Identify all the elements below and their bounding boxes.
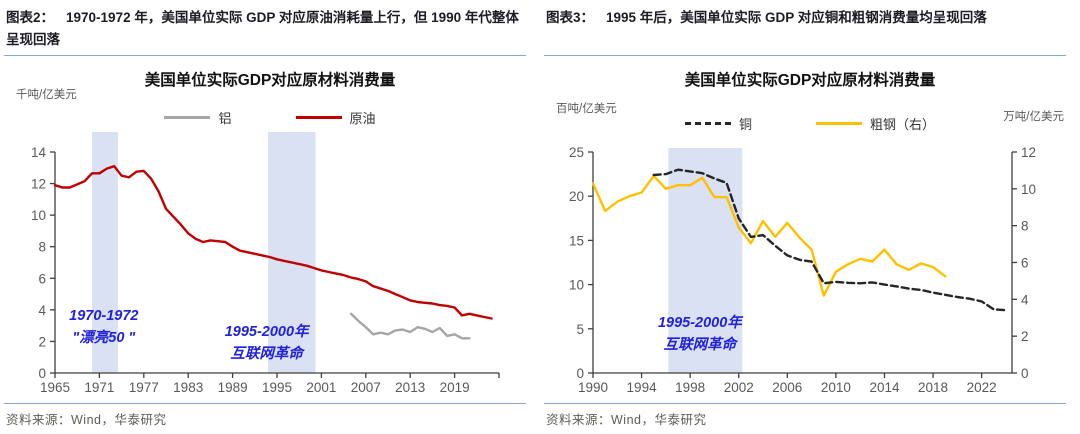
series-line-0 [349, 312, 471, 340]
x-tick-label: 1990 [578, 380, 608, 395]
legend-label: 粗钢（右） [870, 117, 936, 132]
x-tick-label: 1994 [627, 380, 658, 395]
x-tick-label: 2006 [772, 380, 802, 395]
x-tick-label: 2010 [821, 380, 851, 395]
annotation-1: 1995-2000年互联网革命 [225, 323, 311, 362]
source-divider [544, 403, 1066, 404]
legend-line-sample [164, 116, 211, 119]
y-tick-label: 5 [576, 322, 584, 337]
figure-panel-oil: 图表2： 1970-1972 年，美国单位实际 GDP 对应原油消耗量上行，但 1… [0, 7, 540, 427]
series-line-1 [53, 165, 493, 320]
y-tick-label: 4 [38, 303, 46, 318]
y-tick-label: 10 [31, 208, 46, 223]
y-tick-label: 15 [569, 233, 584, 248]
chart-title: 美国单位实际GDP对应原材料消费量 [144, 72, 396, 89]
source-note: 资料来源：Wind，华泰研究 [546, 413, 707, 427]
source-note: 资料来源：Wind，华泰研究 [6, 413, 167, 427]
y-tick-label: 2 [38, 334, 46, 349]
line-chart-copper-steel: 0 5 10 15 20 25 0 2 4 6 8 10 12 1990 1994 1998 2002 2006 2… [569, 145, 1036, 395]
x-tick-label: 2002 [724, 380, 754, 395]
series-line-0 [591, 174, 947, 297]
x-tick-label: 1989 [218, 380, 248, 395]
y-tick-label: 10 [569, 278, 584, 293]
y-tick-label: 0 [576, 366, 584, 381]
legend-item-0: 铜 [684, 114, 752, 133]
highlight-band-1 [268, 132, 316, 373]
y-tick-label: 25 [569, 145, 584, 160]
chart-legend: 铝 原油 [0, 108, 540, 127]
right-axis-unit: 万吨/亿美元 [1003, 111, 1064, 123]
figure-caption-text: 1995 年后，美国单位实际 GDP 对应铜和粗钢消费量均呈现回落 [606, 10, 987, 25]
legend-line-sample [295, 116, 342, 119]
y-tick-label-right: 12 [1021, 145, 1036, 160]
chart-legend: 铜 粗钢（右） [540, 114, 1080, 133]
caption-divider [544, 55, 1066, 56]
legend-item-1: 原油 [295, 108, 376, 127]
x-tick-label: 2001 [306, 380, 336, 395]
x-tick-label: 2019 [440, 380, 470, 395]
x-tick-label: 1977 [129, 380, 159, 395]
chart-title: 美国单位实际GDP对应原材料消费量 [684, 72, 936, 89]
legend-line-sample [816, 122, 862, 125]
y-tick-label-right: 2 [1021, 329, 1029, 344]
source-divider [4, 403, 526, 404]
x-tick-label: 2014 [869, 380, 900, 395]
legend-label: 铝 [218, 111, 232, 126]
x-tick-label: 2022 [967, 380, 997, 395]
x-tick-label: 2013 [395, 380, 425, 395]
y-tick-label-right: 6 [1021, 256, 1029, 271]
legend-item-0: 铝 [164, 108, 232, 127]
legend-line-sample [684, 122, 731, 125]
annotation-0: 1970-1972 "漂亮50 " [69, 308, 138, 346]
x-tick-label: 2018 [918, 380, 948, 395]
figure-number: 图表3： [546, 10, 595, 25]
y-tick-label: 14 [31, 145, 47, 160]
y-tick-label-right: 4 [1021, 292, 1029, 307]
figure-caption: 图表2： 1970-1972 年，美国单位实际 GDP 对应原油消耗量上行，但 1… [6, 7, 526, 50]
legend-label: 铜 [738, 117, 752, 132]
y-tick-label-right: 0 [1021, 366, 1029, 381]
y-tick-label: 12 [31, 177, 46, 192]
legend-label: 原油 [349, 111, 376, 126]
left-axis-unit: 百吨/亿美元 [556, 103, 617, 115]
x-tick-label: 1995 [262, 380, 292, 395]
left-axis-unit: 千吨/亿美元 [16, 89, 77, 101]
x-tick-label: 1965 [40, 380, 70, 395]
figure-caption-text: 1970-1972 年，美国单位实际 GDP 对应原油消耗量上行，但 1990 … [6, 10, 519, 47]
x-tick-label: 1971 [84, 380, 114, 395]
y-tick-label: 8 [38, 240, 46, 255]
x-tick-label: 1998 [675, 380, 705, 395]
annotation-0: 1995-2000年互联网革命 [658, 314, 744, 353]
figure-panel-copper-steel: 图表3： 1995 年后，美国单位实际 GDP 对应铜和粗钢消费量均呈现回落 美国… [540, 0, 1080, 434]
figure-number: 图表2： [6, 10, 55, 25]
legend-item-1: 粗钢（右） [816, 114, 935, 133]
y-tick-label-right: 10 [1021, 182, 1036, 197]
y-tick-label: 6 [38, 271, 46, 286]
x-tick-label: 2007 [351, 380, 381, 395]
series-line-1 [652, 168, 1008, 312]
line-chart-oil-aluminum: 0 2 4 6 8 10 12 14 1965 1971 1977 1983 1989 1995 2001 2… [31, 132, 500, 395]
caption-divider [4, 55, 526, 56]
x-tick-label: 1983 [173, 380, 203, 395]
y-tick-label: 20 [569, 189, 584, 204]
figure-caption: 图表3： 1995 年后，美国单位实际 GDP 对应铜和粗钢消费量均呈现回落 [546, 7, 1066, 29]
y-tick-label-right: 8 [1021, 219, 1029, 234]
y-tick-label: 0 [38, 366, 46, 381]
